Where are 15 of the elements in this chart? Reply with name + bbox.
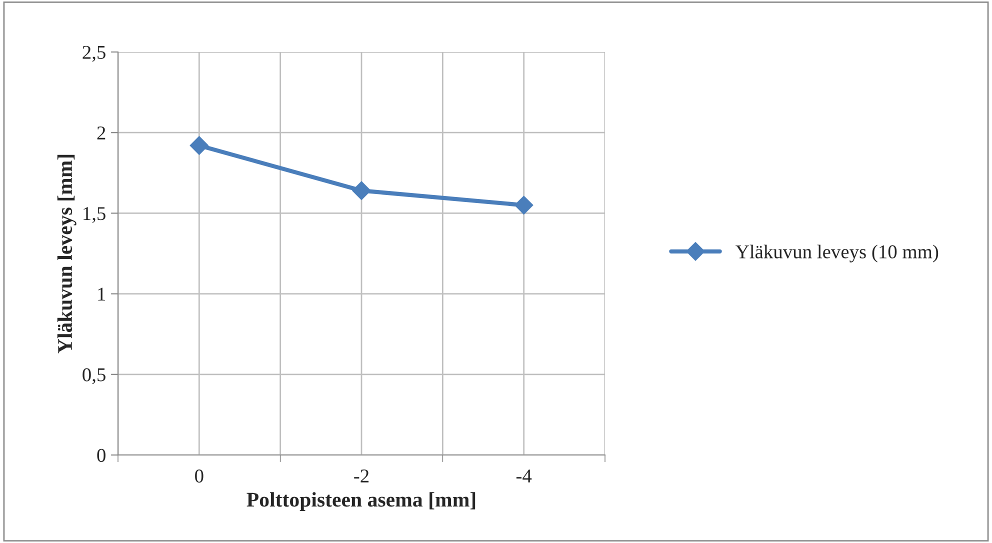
legend-label: Yläkuvun leveys (10 mm) xyxy=(736,244,938,262)
x-axis-title: Polttopisteen asema [mm] xyxy=(246,492,476,511)
y-tick-label: 1,5 xyxy=(84,207,106,223)
y-tick-label: 2 xyxy=(97,126,106,140)
y-tick-label: 2,5 xyxy=(82,46,106,62)
y-axis-title: Yläkuvun leveys [mm] xyxy=(57,154,76,354)
x-tick-label: 0 xyxy=(195,469,204,483)
point xyxy=(514,196,534,214)
point xyxy=(352,181,371,200)
y-tick-label: 0 xyxy=(97,448,106,462)
x-tick-label: -2 xyxy=(354,470,369,482)
x-tick-label: -4 xyxy=(516,470,532,482)
point xyxy=(190,136,209,155)
y-tick-label: 1 xyxy=(98,288,106,301)
y-tick-label: 0,5 xyxy=(82,368,106,384)
